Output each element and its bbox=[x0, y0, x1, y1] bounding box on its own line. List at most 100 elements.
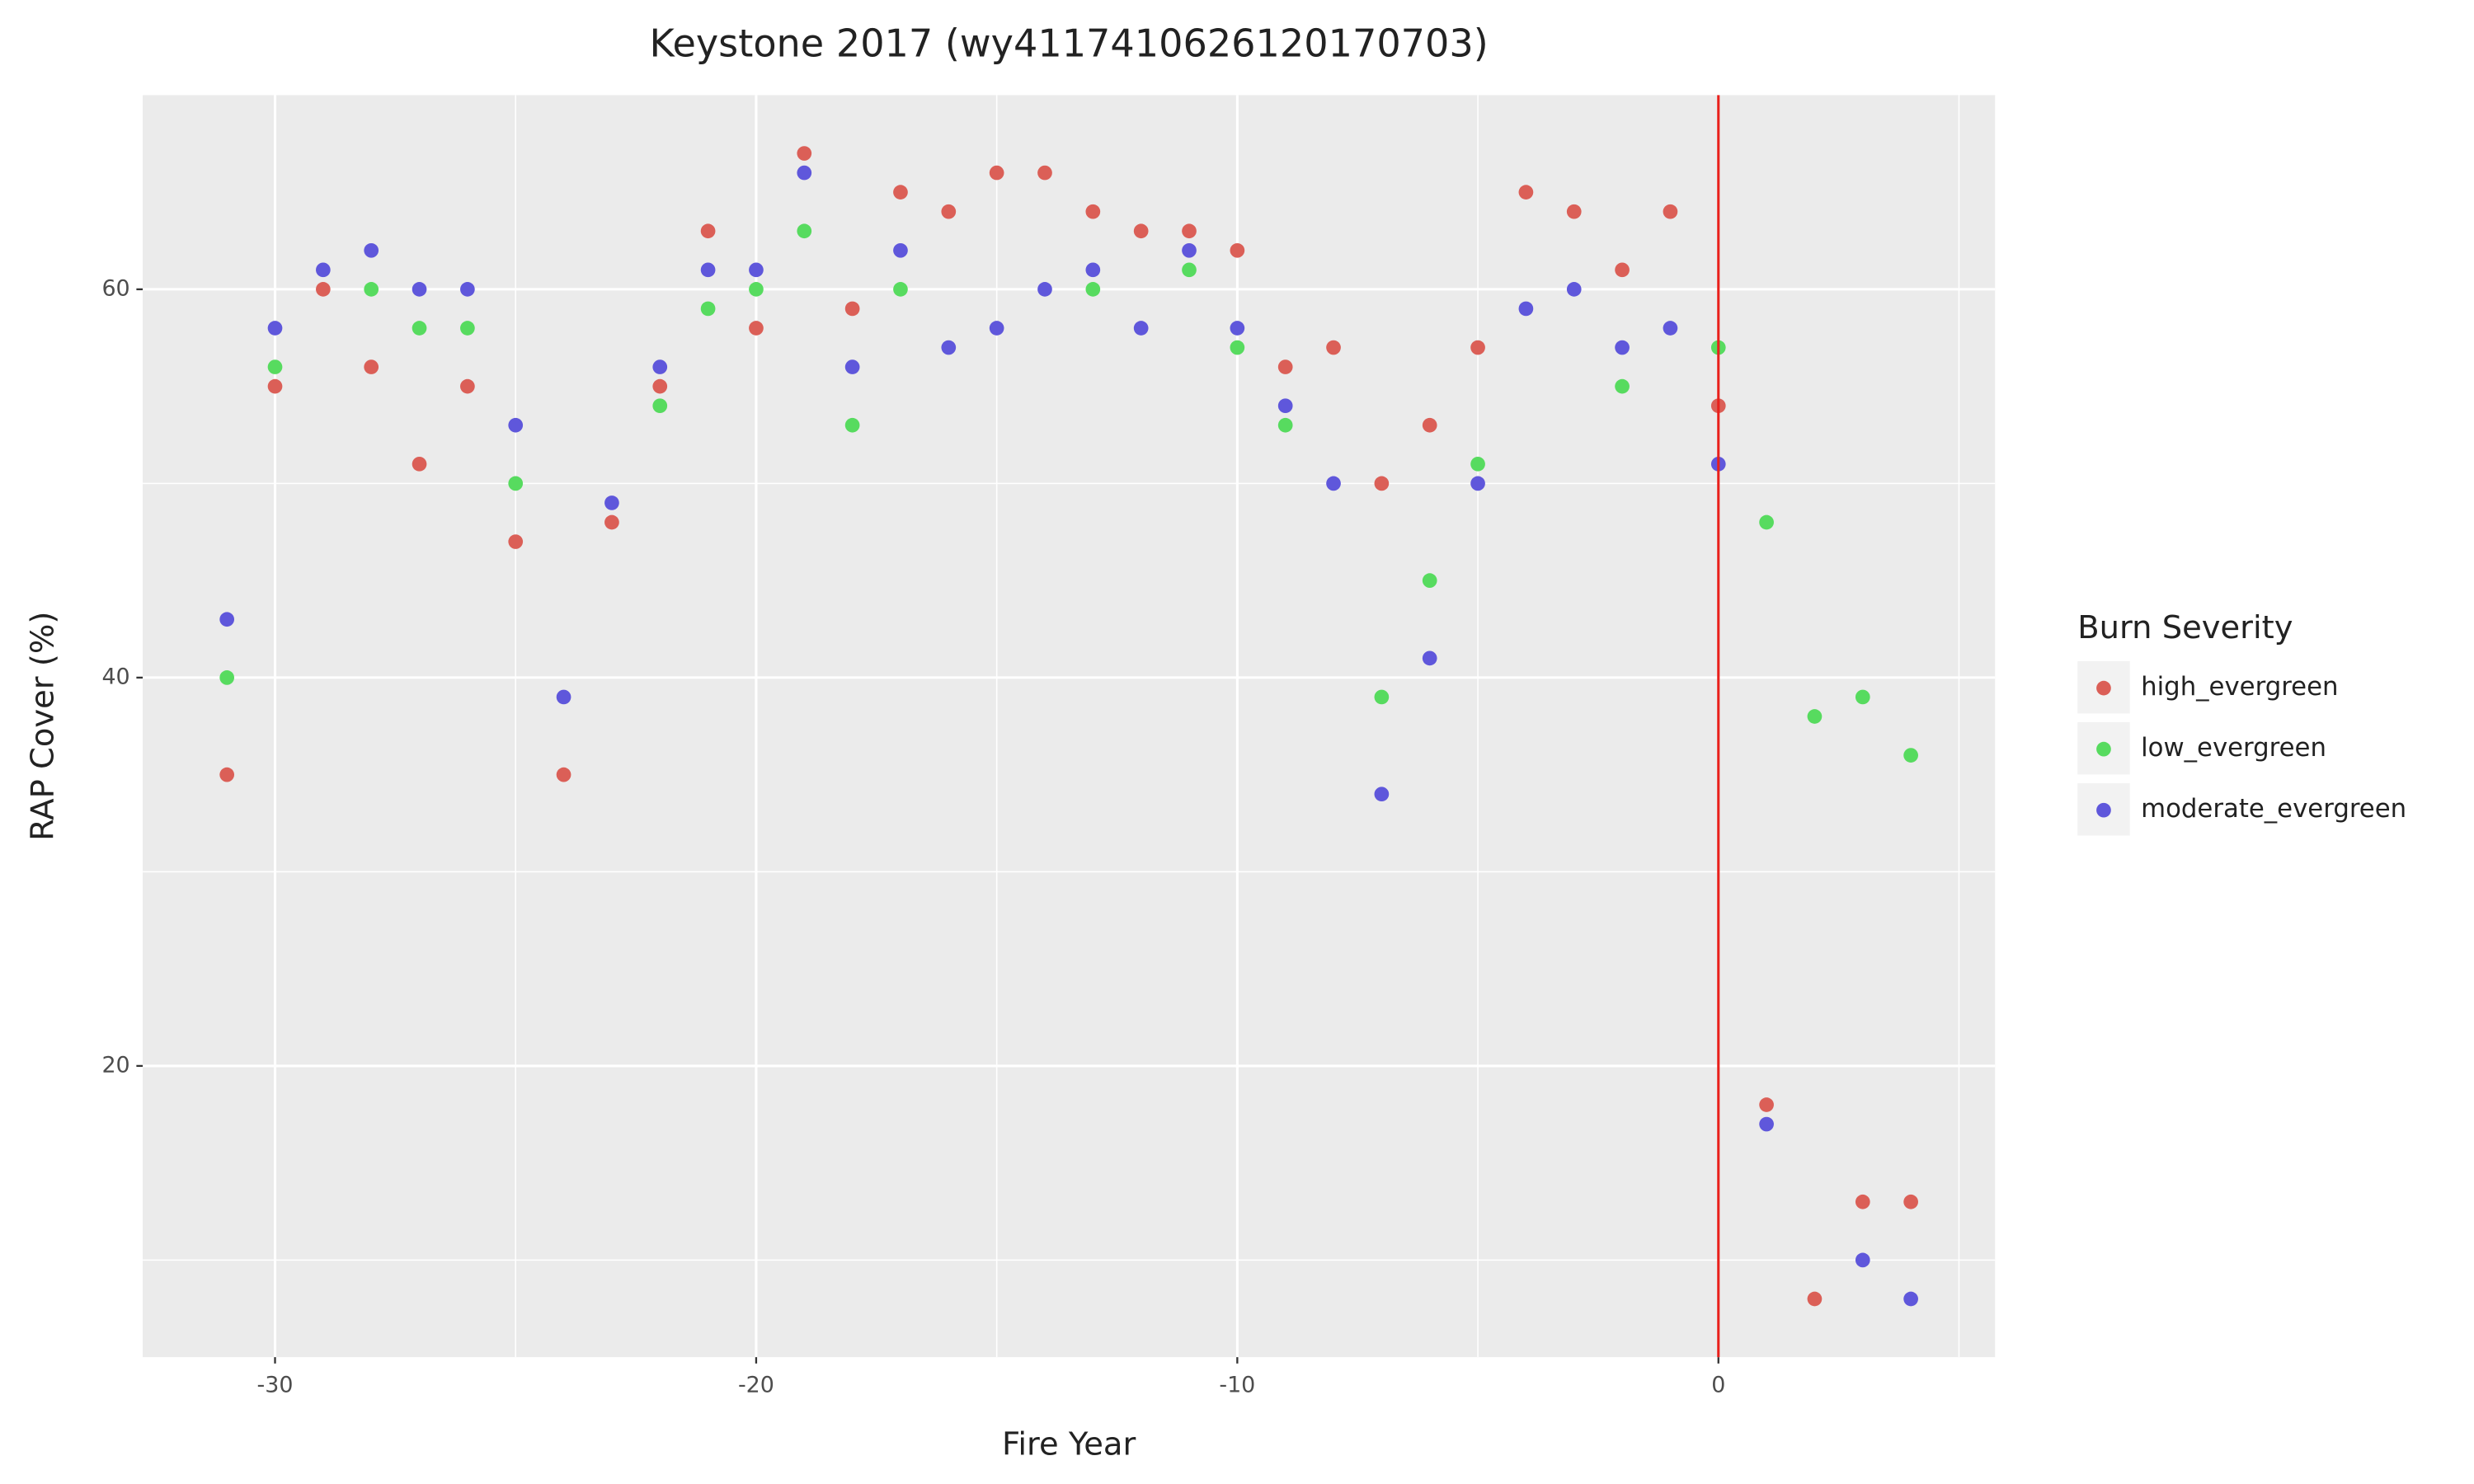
point bbox=[1470, 476, 1485, 491]
point bbox=[652, 398, 668, 414]
chart-title: Keystone 2017 (wy4117410626120170703) bbox=[650, 21, 1489, 65]
point bbox=[844, 417, 860, 433]
point bbox=[1085, 282, 1101, 297]
point bbox=[797, 223, 812, 239]
legend-label: moderate_evergreen bbox=[2141, 794, 2406, 824]
point bbox=[1855, 689, 1870, 705]
point bbox=[1615, 378, 1630, 394]
point bbox=[797, 165, 812, 181]
point bbox=[749, 262, 764, 278]
point bbox=[1326, 340, 1341, 355]
point bbox=[1663, 321, 1678, 336]
point bbox=[700, 262, 716, 278]
point bbox=[1807, 1291, 1823, 1307]
point bbox=[989, 165, 1004, 181]
point bbox=[267, 359, 283, 374]
x-tick-label: -10 bbox=[1219, 1372, 1255, 1397]
point bbox=[1085, 262, 1101, 278]
x-tick-label: -30 bbox=[257, 1372, 294, 1397]
point bbox=[267, 378, 283, 394]
point bbox=[508, 476, 524, 491]
point bbox=[700, 223, 716, 239]
legend-label: low_evergreen bbox=[2141, 733, 2326, 763]
point bbox=[1277, 417, 1293, 433]
point bbox=[1855, 1194, 1870, 1209]
point bbox=[1903, 1194, 1918, 1209]
legend-label: high_evergreen bbox=[2141, 672, 2338, 702]
panel bbox=[143, 95, 1996, 1358]
point bbox=[316, 262, 331, 278]
point bbox=[1422, 417, 1437, 433]
point bbox=[989, 321, 1004, 336]
point bbox=[1182, 262, 1197, 278]
point bbox=[1422, 650, 1437, 666]
point bbox=[844, 301, 860, 317]
point bbox=[1133, 321, 1149, 336]
point bbox=[1470, 456, 1485, 472]
point bbox=[1518, 185, 1534, 200]
point bbox=[604, 514, 619, 530]
point bbox=[1566, 282, 1582, 297]
x-tick-label: -20 bbox=[738, 1372, 774, 1397]
x-tick-label: 0 bbox=[1711, 1372, 1725, 1397]
point bbox=[941, 340, 957, 355]
point bbox=[1759, 1116, 1774, 1132]
point bbox=[1182, 223, 1197, 239]
point bbox=[1422, 573, 1437, 588]
legend-marker bbox=[2096, 802, 2111, 818]
point bbox=[460, 321, 475, 336]
point bbox=[1374, 476, 1390, 491]
point bbox=[219, 670, 235, 685]
legend-marker bbox=[2096, 680, 2111, 696]
point bbox=[797, 146, 812, 161]
point bbox=[893, 185, 908, 200]
point bbox=[1566, 204, 1582, 219]
point bbox=[364, 359, 379, 374]
legend-title: Burn Severity bbox=[2077, 609, 2293, 646]
legend-marker bbox=[2096, 741, 2111, 757]
point bbox=[652, 359, 668, 374]
point bbox=[364, 242, 379, 258]
point bbox=[364, 282, 379, 297]
point bbox=[1615, 262, 1630, 278]
point bbox=[1903, 748, 1918, 763]
point bbox=[1759, 1097, 1774, 1112]
point bbox=[1807, 709, 1823, 724]
y-axis-label: RAP Cover (%) bbox=[24, 612, 61, 841]
point bbox=[1759, 514, 1774, 530]
point bbox=[508, 534, 524, 549]
point bbox=[219, 767, 235, 782]
point bbox=[844, 359, 860, 374]
point bbox=[556, 689, 571, 705]
point bbox=[1230, 340, 1245, 355]
point bbox=[412, 321, 427, 336]
point bbox=[1085, 204, 1101, 219]
point bbox=[1037, 282, 1052, 297]
point bbox=[1230, 242, 1245, 258]
x-axis-label: Fire Year bbox=[1002, 1425, 1136, 1463]
point bbox=[1374, 787, 1390, 802]
point bbox=[412, 456, 427, 472]
point bbox=[652, 378, 668, 394]
point bbox=[1663, 204, 1678, 219]
point bbox=[1615, 340, 1630, 355]
point bbox=[508, 417, 524, 433]
point bbox=[1037, 165, 1052, 181]
point bbox=[556, 767, 571, 782]
point bbox=[893, 242, 908, 258]
point bbox=[1518, 301, 1534, 317]
point bbox=[1374, 689, 1390, 705]
point bbox=[412, 282, 427, 297]
point bbox=[1277, 398, 1293, 414]
point bbox=[604, 495, 619, 510]
point bbox=[749, 321, 764, 336]
point bbox=[1470, 340, 1485, 355]
point bbox=[1133, 223, 1149, 239]
point bbox=[1855, 1252, 1870, 1268]
point bbox=[893, 282, 908, 297]
point bbox=[1277, 359, 1293, 374]
point bbox=[1326, 476, 1341, 491]
point bbox=[700, 301, 716, 317]
point bbox=[1903, 1291, 1918, 1307]
